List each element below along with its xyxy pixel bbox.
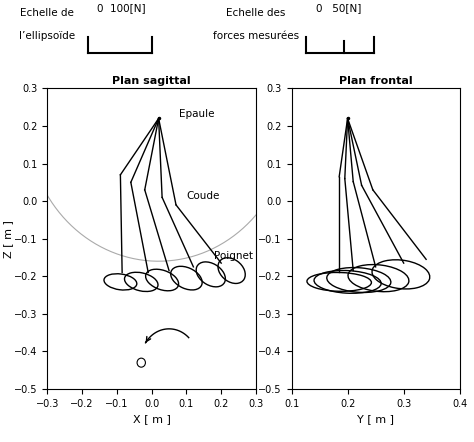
Text: Echelle de: Echelle de	[20, 8, 74, 18]
Text: Poignet: Poignet	[214, 251, 253, 261]
Text: Coude: Coude	[186, 191, 220, 201]
Title: Plan frontal: Plan frontal	[339, 76, 412, 86]
Y-axis label: Z [ m ]: Z [ m ]	[3, 220, 13, 258]
Text: Epaule: Epaule	[180, 109, 215, 118]
Text: 0   50[N]: 0 50[N]	[316, 3, 362, 13]
Text: 0  100[N]: 0 100[N]	[97, 3, 145, 13]
Title: Plan sagittal: Plan sagittal	[112, 76, 191, 86]
X-axis label: X [ m ]: X [ m ]	[133, 414, 171, 424]
Text: forces mesurées: forces mesurées	[213, 31, 299, 41]
Text: l’ellipsoïde: l’ellipsoïde	[19, 31, 75, 41]
Text: Echelle des: Echelle des	[226, 8, 286, 18]
X-axis label: Y [ m ]: Y [ m ]	[357, 414, 394, 424]
